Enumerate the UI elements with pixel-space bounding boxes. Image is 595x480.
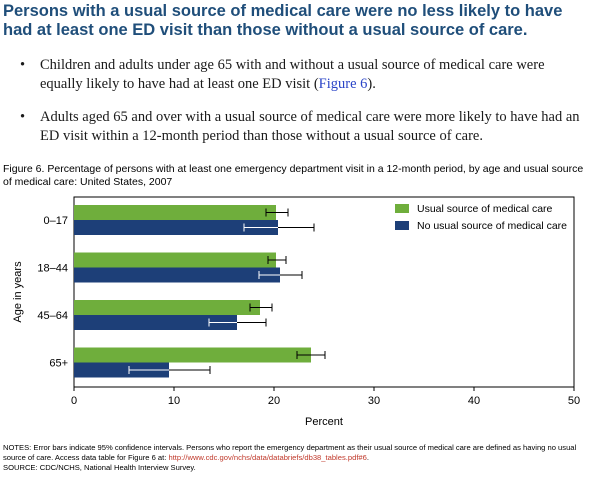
x-tick-label: 50	[568, 395, 580, 407]
bullet-item-2: • Adults aged 65 and over with a usual s…	[18, 108, 590, 146]
source-text: SOURCE: CDC/NCHS, National Health Interv…	[3, 462, 196, 472]
x-tick-label: 0	[71, 395, 77, 407]
bar-45–64-no-usual	[74, 315, 237, 330]
bullet-icon: •	[20, 57, 26, 73]
bar-0–17-no-usual	[74, 220, 278, 235]
legend-swatch	[395, 204, 409, 213]
legend-swatch	[395, 221, 409, 230]
figure-notes: NOTES: Error bars indicate 95% confidenc…	[3, 443, 591, 472]
bar-45–64-usual	[74, 300, 260, 315]
figure-caption: Figure 6. Percentage of persons with at …	[3, 163, 584, 188]
legend-label: No usual source of medical care	[417, 220, 567, 232]
x-tick-label: 40	[468, 395, 480, 407]
category-label: 18–44	[37, 263, 68, 275]
bullet-icon: •	[20, 109, 26, 125]
category-label: 65+	[49, 358, 68, 370]
bar-chart: 0–17 18–44 45–64 65+ 0 10 20 30 40 50 Percent Age i…	[12, 196, 580, 428]
x-axis-label: Percent	[305, 416, 343, 428]
bar-18–44-usual	[74, 252, 276, 268]
x-tick-label: 10	[168, 395, 180, 407]
category-label: 0–17	[44, 215, 68, 227]
bar-65+-no-usual	[74, 362, 169, 378]
page-headline: Persons with a usual source of medical c…	[3, 2, 563, 39]
notes-text: NOTES: Error bars indicate 95% confidenc…	[3, 443, 577, 462]
data-table-link[interactable]: http://www.cdc.gov/nchs/data/databriefs/…	[168, 452, 367, 462]
y-axis-label: Age in years	[12, 261, 24, 323]
bar-18–44-no-usual	[74, 267, 280, 283]
legend-label: Usual source of medical care	[417, 203, 553, 215]
notes-url-end: .	[366, 452, 370, 462]
plot-frame	[73, 196, 575, 388]
bullet-1-end: ).	[367, 76, 376, 92]
bullet-1-text: Children and adults under age 65 with an…	[40, 57, 545, 92]
category-label: 45–64	[37, 310, 68, 322]
x-tick-label: 30	[368, 395, 380, 407]
bar-65+-usual	[74, 347, 311, 363]
bar-0–17-usual	[74, 205, 276, 220]
bullet-item-1: • Children and adults under age 65 with …	[18, 56, 590, 94]
bullet-2-text: Adults aged 65 and over with a usual sou…	[40, 109, 580, 144]
figure-6-link[interactable]: Figure 6	[318, 76, 368, 92]
x-tick-label: 20	[268, 395, 280, 407]
bullet-list: • Children and adults under age 65 with …	[18, 56, 590, 162]
